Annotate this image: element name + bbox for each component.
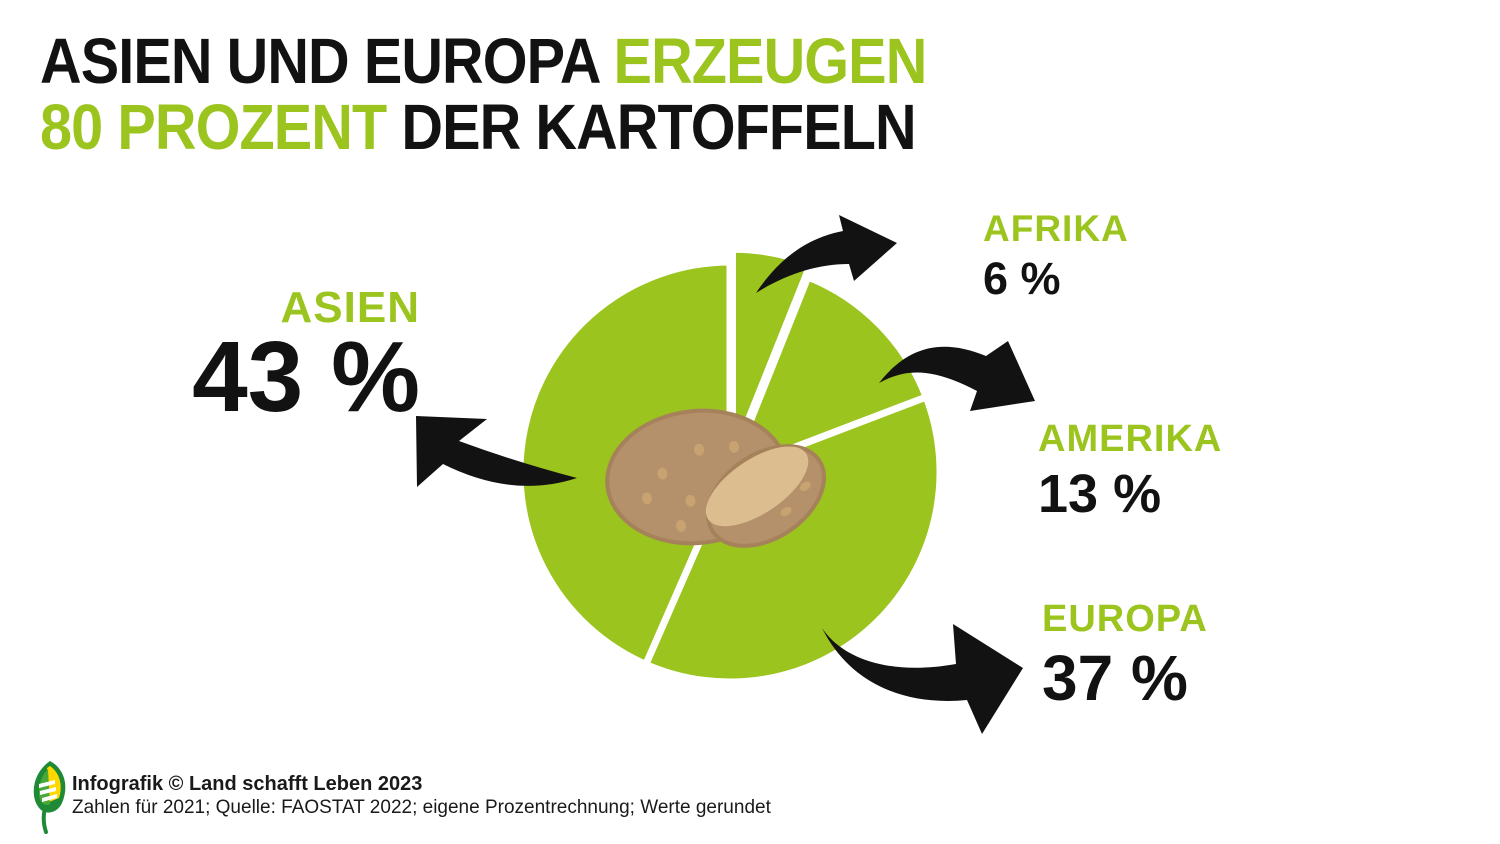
label-europa-name: EUROPA [1042, 598, 1208, 640]
curved-arrow-afrika-icon [756, 215, 897, 293]
label-amerika-value: 13 % [1038, 464, 1162, 524]
footer-source: Zahlen für 2021; Quelle: FAOSTAT 2022; e… [72, 797, 771, 818]
curved-arrow-asien-icon [416, 416, 577, 487]
title-line-1: ASIEN UND EUROPA ERZEUGEN [40, 25, 928, 97]
title-line2-green: 80 PROZENT [40, 91, 402, 163]
pie-slice-amerika [723, 272, 931, 479]
pie-slice-europa [641, 392, 944, 686]
title-line-2: 80 PROZENT DER KARTOFFELN [40, 94, 926, 160]
label-amerika: AMERIKA 13 % [1038, 420, 1222, 521]
potato-icon [605, 408, 827, 548]
label-asien-name: ASIEN [280, 283, 420, 332]
label-afrika-value: 6 % [983, 253, 1061, 304]
title-line1-black: ASIEN UND EUROPA [40, 25, 614, 97]
footer-credit: Infografik © Land schafft Leben 2023 [72, 773, 423, 795]
label-asien-value: 43 % [192, 321, 420, 433]
page-title: ASIEN UND EUROPA ERZEUGEN 80 PROZENT DER… [40, 25, 928, 160]
label-amerika-name: AMERIKA [1038, 418, 1223, 460]
label-europa: EUROPA 37 % [1042, 600, 1208, 710]
label-afrika: AFRIKA 6 % [983, 210, 1129, 301]
curved-arrow-europa-icon [822, 624, 1023, 734]
title-line2-black: DER KARTOFFELN [401, 91, 916, 163]
title-line1-green: ERZEUGEN [613, 25, 928, 97]
label-asien: ASIEN 43 % [130, 283, 420, 433]
footer: Infografik © Land schafft Leben 2023 Zah… [72, 772, 771, 820]
leaf-logo [33, 761, 66, 834]
label-afrika-name: AFRIKA [983, 208, 1129, 249]
curved-arrow-amerika-icon [879, 341, 1035, 411]
label-europa-value: 37 % [1042, 642, 1188, 714]
potato-half-icon [705, 444, 827, 548]
